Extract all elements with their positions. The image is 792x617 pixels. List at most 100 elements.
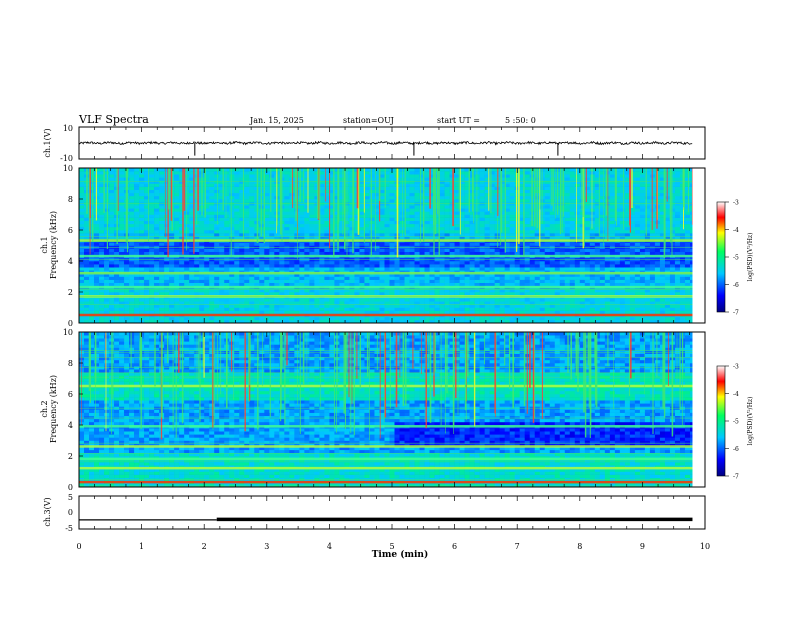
spec-cell	[289, 292, 294, 295]
spec-cell	[224, 252, 229, 255]
spec-cell	[189, 298, 194, 301]
spec-cell	[400, 277, 405, 280]
spec-cell	[364, 211, 369, 214]
spec-cell	[510, 199, 515, 202]
spec-cell	[364, 196, 369, 199]
spec-cell	[430, 280, 435, 283]
spec-cell	[435, 277, 440, 280]
spec-cell	[515, 264, 520, 267]
spec-cell	[199, 277, 204, 280]
spec-cell	[510, 304, 515, 307]
spec-cell	[374, 267, 379, 270]
spec-cell	[79, 168, 84, 171]
spec-cell	[525, 264, 530, 267]
spec-cell	[304, 301, 309, 304]
spec-cell	[455, 267, 460, 270]
spec-cell	[84, 221, 89, 224]
spec-cell	[425, 218, 430, 221]
spec-cell	[109, 193, 114, 196]
spec-cell	[249, 184, 254, 187]
spec-cell	[129, 308, 134, 311]
spec-cell	[129, 277, 134, 280]
spec-cell	[475, 292, 480, 295]
spec-cell	[425, 301, 430, 304]
spec-cell	[445, 196, 450, 199]
spec-cell	[364, 227, 369, 230]
spec-cell	[390, 233, 395, 236]
spec-cell	[79, 199, 84, 202]
spec-cell	[204, 308, 209, 311]
spec-cell	[139, 187, 144, 190]
spec-cell	[319, 264, 324, 267]
spec-cell	[304, 311, 309, 314]
spec-cell	[550, 261, 555, 264]
spec-cell	[144, 264, 149, 267]
spec-cell	[570, 283, 575, 286]
spec-cell	[134, 211, 139, 214]
spec-cell	[294, 311, 299, 314]
spec-cell	[384, 208, 389, 211]
spec-cell	[485, 264, 490, 267]
spec-cell	[485, 283, 490, 286]
spec-cell	[244, 193, 249, 196]
spec-cell	[159, 301, 164, 304]
spec-cell	[259, 298, 264, 301]
spec-cell	[149, 196, 154, 199]
spec-cell	[229, 190, 234, 193]
spec-cell	[425, 292, 430, 295]
spec-cell	[209, 227, 214, 230]
spec-cell	[490, 311, 495, 314]
spec-cell	[319, 311, 324, 314]
spec-cell	[374, 308, 379, 311]
spec-cell	[149, 190, 154, 193]
spec-cell	[149, 218, 154, 221]
spec-cell	[284, 171, 289, 174]
spec-cell	[149, 211, 154, 214]
spec-cell	[565, 177, 570, 180]
spec-cell	[159, 224, 164, 227]
spec-cell	[530, 249, 535, 252]
spec-cell	[289, 261, 294, 264]
spec-cell	[104, 196, 109, 199]
spec-cell	[384, 249, 389, 252]
spec-cell	[445, 308, 450, 311]
spec-cell	[174, 174, 179, 177]
spec-cell	[550, 304, 555, 307]
spec-cell	[304, 168, 309, 171]
spec-cell	[384, 308, 389, 311]
spec-cell	[169, 311, 174, 314]
spec-cell	[234, 218, 239, 221]
spec-cell	[304, 292, 309, 295]
spec-cell	[565, 199, 570, 202]
spec-cell	[169, 308, 174, 311]
spec-cell	[99, 277, 104, 280]
spec-cell	[475, 308, 480, 311]
spec-cell	[114, 301, 119, 304]
spec-cell	[214, 249, 219, 252]
spec-cell	[159, 230, 164, 233]
spec-cell	[410, 301, 415, 304]
spec-cell	[94, 221, 99, 224]
spec-cell	[264, 230, 269, 233]
spec-cell	[455, 227, 460, 230]
spec-cell	[445, 193, 450, 196]
spec-cell	[239, 304, 244, 307]
spec-cell	[124, 308, 129, 311]
spec-cell	[405, 298, 410, 301]
spec-cell	[570, 205, 575, 208]
spec-cell	[289, 267, 294, 270]
spec-cell	[425, 242, 430, 245]
spec-cell	[304, 224, 309, 227]
spec-cell	[264, 280, 269, 283]
spec-cell	[344, 280, 349, 283]
spec-cell	[134, 215, 139, 218]
spec-cell	[480, 280, 485, 283]
spec-cell	[209, 215, 214, 218]
spec-cell	[269, 190, 274, 193]
spec-cell	[214, 233, 219, 236]
spec-cell	[545, 277, 550, 280]
spec-cell	[540, 242, 545, 245]
spec-cell	[465, 280, 470, 283]
spec-cell	[104, 264, 109, 267]
spec-cell	[500, 277, 505, 280]
